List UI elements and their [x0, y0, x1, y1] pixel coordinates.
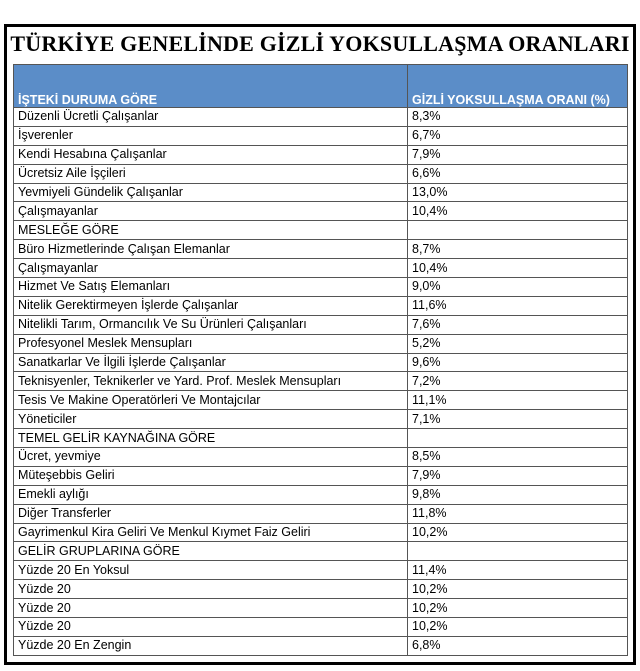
- label-cell: Yüzde 20 En Yoksul: [13, 560, 408, 581]
- label-cell: Kendi Hesabına Çalışanlar: [13, 144, 408, 165]
- value-cell: 10,2%: [407, 598, 628, 619]
- data-row: Yüzde 20 En Zengin 6,8%: [13, 635, 628, 656]
- label-cell: Müteşebbis Geliri: [13, 465, 408, 486]
- label-cell: Tesis Ve Makine Operatörleri Ve Montajcı…: [13, 390, 408, 411]
- label-cell: Gayrimenkul Kira Geliri Ve Menkul Kıymet…: [13, 522, 408, 543]
- label-cell: Teknisyenler, Teknikerler ve Yard. Prof.…: [13, 371, 408, 392]
- data-row: Yüzde 20 10,2%: [13, 617, 628, 637]
- value-cell: 10,2%: [407, 522, 628, 543]
- value-cell: 10,4%: [407, 201, 628, 222]
- value-cell: 11,1%: [407, 390, 628, 411]
- empty-cell: [407, 541, 628, 562]
- data-row: Yöneticiler 7,1%: [13, 409, 628, 430]
- label-cell: Yevmiyeli Gündelik Çalışanlar: [13, 182, 408, 203]
- label-cell: MESLEĞE GÖRE: [13, 220, 408, 241]
- data-row: Yevmiyeli Gündelik Çalışanlar 13,0%: [13, 182, 628, 203]
- value-cell: 7,6%: [407, 314, 628, 335]
- value-cell: 10,2%: [407, 617, 628, 637]
- value-cell: 9,6%: [407, 352, 628, 373]
- value-cell: 8,5%: [407, 447, 628, 467]
- value-cell: 11,4%: [407, 560, 628, 581]
- label-cell: Yüzde 20: [13, 617, 408, 637]
- label-cell: Yüzde 20: [13, 598, 408, 619]
- label-cell: Nitelikli Tarım, Ormancılık Ve Su Ürünle…: [13, 314, 408, 335]
- data-row: İşverenler 6,7%: [13, 125, 628, 146]
- data-row: Ücretsiz Aile İşçileri 6,6%: [13, 163, 628, 184]
- data-table: İŞTEKİ DURUMA GÖRE GİZLİ YOKSULLAŞMA ORA…: [13, 64, 628, 656]
- value-cell: 10,2%: [407, 579, 628, 600]
- label-cell: Ücretsiz Aile İşçileri: [13, 163, 408, 184]
- label-cell: TEMEL GELİR KAYNAĞINA GÖRE: [13, 428, 408, 449]
- value-cell: 7,9%: [407, 144, 628, 165]
- data-row: Çalışmayanlar 10,4%: [13, 258, 628, 279]
- value-cell: 9,0%: [407, 277, 628, 297]
- data-row: Düzenli Ücretli Çalışanlar 8,3%: [13, 107, 628, 127]
- value-cell: 7,9%: [407, 465, 628, 486]
- value-cell: 11,8%: [407, 503, 628, 524]
- value-cell: 6,7%: [407, 125, 628, 146]
- data-row: Profesyonel Meslek Mensupları 5,2%: [13, 333, 628, 354]
- data-row: Ücret, yevmiye 8,5%: [13, 447, 628, 467]
- empty-cell: [407, 220, 628, 241]
- header-cell: GİZLİ YOKSULLAŞMA ORANI (%): [407, 64, 628, 108]
- empty-cell: [407, 428, 628, 449]
- data-row: Tesis Ve Makine Operatörleri Ve Montajcı…: [13, 390, 628, 411]
- value-cell: 6,6%: [407, 163, 628, 184]
- label-cell: Düzenli Ücretli Çalışanlar: [13, 107, 408, 127]
- label-cell: Ücret, yevmiye: [13, 447, 408, 467]
- data-row: Hizmet Ve Satış Elemanları 9,0%: [13, 277, 628, 297]
- label-cell: Nitelik Gerektirmeyen İşlerde Çalışanlar: [13, 295, 408, 316]
- data-row: Müteşebbis Geliri 7,9%: [13, 465, 628, 486]
- value-cell: 7,2%: [407, 371, 628, 392]
- label-cell: Yöneticiler: [13, 409, 408, 430]
- data-row: Emekli aylığı 9,8%: [13, 484, 628, 505]
- section-row: MESLEĞE GÖRE: [13, 220, 628, 241]
- data-row: Yüzde 20 10,2%: [13, 579, 628, 600]
- data-row: Teknisyenler, Teknikerler ve Yard. Prof.…: [13, 371, 628, 392]
- data-row: Diğer Transferler 11,8%: [13, 503, 628, 524]
- data-row: Çalışmayanlar 10,4%: [13, 201, 628, 222]
- label-cell: İşverenler: [13, 125, 408, 146]
- label-cell: Büro Hizmetlerinde Çalışan Elemanlar: [13, 239, 408, 260]
- table-frame: TÜRKİYE GENELİNDE GİZLİ YOKSULLAŞMA ORAN…: [4, 24, 636, 665]
- value-cell: 8,7%: [407, 239, 628, 260]
- data-row: Kendi Hesabına Çalışanlar 7,9%: [13, 144, 628, 165]
- label-cell: Profesyonel Meslek Mensupları: [13, 333, 408, 354]
- data-row: Sanatkarlar Ve İlgili İşlerde Çalışanlar…: [13, 352, 628, 373]
- data-row: Yüzde 20 En Yoksul 11,4%: [13, 560, 628, 581]
- data-row: Yüzde 20 10,2%: [13, 598, 628, 619]
- section-row: GELİR GRUPLARINA GÖRE: [13, 541, 628, 562]
- data-row: Nitelik Gerektirmeyen İşlerde Çalışanlar…: [13, 295, 628, 316]
- label-cell: Sanatkarlar Ve İlgili İşlerde Çalışanlar: [13, 352, 408, 373]
- section-row: TEMEL GELİR KAYNAĞINA GÖRE: [13, 428, 628, 449]
- label-cell: Yüzde 20: [13, 579, 408, 600]
- value-cell: 8,3%: [407, 107, 628, 127]
- label-cell: Diğer Transferler: [13, 503, 408, 524]
- label-cell: Çalışmayanlar: [13, 201, 408, 222]
- label-cell: Emekli aylığı: [13, 484, 408, 505]
- label-cell: Hizmet Ve Satış Elemanları: [13, 277, 408, 297]
- value-cell: 13,0%: [407, 182, 628, 203]
- value-cell: 11,6%: [407, 295, 628, 316]
- label-cell: Çalışmayanlar: [13, 258, 408, 279]
- label-cell: GELİR GRUPLARINA GÖRE: [13, 541, 408, 562]
- value-cell: 7,1%: [407, 409, 628, 430]
- value-cell: 9,8%: [407, 484, 628, 505]
- label-cell: Yüzde 20 En Zengin: [13, 635, 408, 656]
- title: TÜRKİYE GENELİNDE GİZLİ YOKSULLAŞMA ORAN…: [10, 31, 630, 56]
- value-cell: 5,2%: [407, 333, 628, 354]
- header-row: İŞTEKİ DURUMA GÖRE GİZLİ YOKSULLAŞMA ORA…: [13, 64, 628, 108]
- data-row: Gayrimenkul Kira Geliri Ve Menkul Kıymet…: [13, 522, 628, 543]
- value-cell: 10,4%: [407, 258, 628, 279]
- header-cell: İŞTEKİ DURUMA GÖRE: [13, 64, 408, 108]
- data-row: Büro Hizmetlerinde Çalışan Elemanlar 8,7%: [13, 239, 628, 260]
- data-row: Nitelikli Tarım, Ormancılık Ve Su Ürünle…: [13, 314, 628, 335]
- value-cell: 6,8%: [407, 635, 628, 656]
